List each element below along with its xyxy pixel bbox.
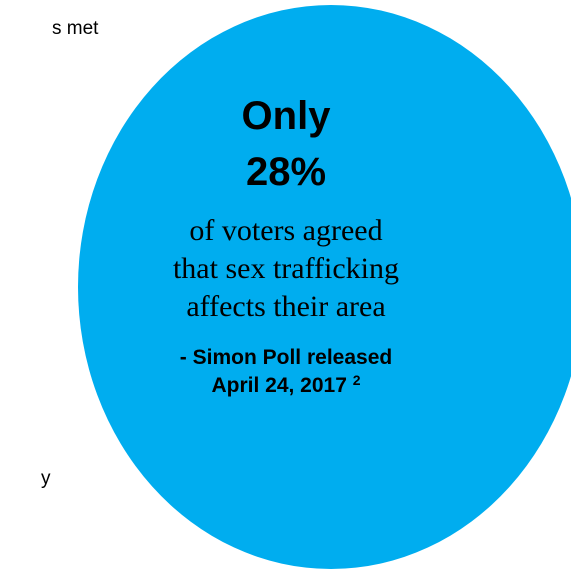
description-line: of voters agreed xyxy=(189,214,383,247)
description-line: that sex trafficking xyxy=(172,252,400,285)
description-line: affects their area xyxy=(186,290,386,323)
source-date: April 24, 2017 xyxy=(211,374,347,397)
cut-off-text-fragment: y xyxy=(41,468,51,489)
headline-only: Only xyxy=(241,94,331,138)
source-date-line: April 24, 2017 2 xyxy=(118,372,454,400)
cut-off-text-fragment: s met xyxy=(52,18,99,39)
footnote-reference: 2 xyxy=(352,372,361,388)
source-citation: - Simon Poll released April 24, 2017 2 xyxy=(118,344,454,400)
statistic-content: Only 28% of voters agreed that sex traff… xyxy=(118,96,454,400)
statistic-description: of voters agreed that sex trafficking af… xyxy=(118,212,454,326)
headline-percentage: 28% xyxy=(245,150,327,194)
statistic-circle xyxy=(78,5,571,569)
source-line: - Simon Poll released xyxy=(179,346,393,369)
